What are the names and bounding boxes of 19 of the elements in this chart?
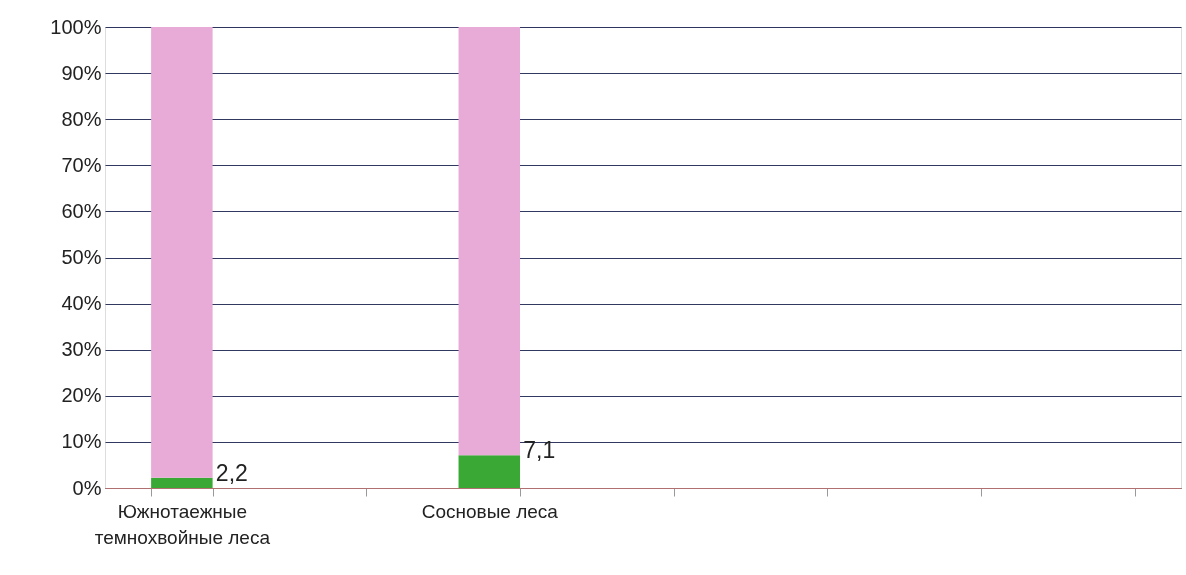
- y-tick-label: 70%: [61, 153, 102, 176]
- y-tick-label: 100%: [50, 15, 102, 38]
- bar: [151, 27, 213, 478]
- x-tick-label: Южнотаежные темнохвойные леса: [94, 500, 271, 548]
- y-tick-label: 80%: [61, 107, 102, 130]
- y-tick-label: 0%: [72, 476, 102, 499]
- data-label: 2,2: [215, 459, 248, 486]
- y-tick-label: 50%: [61, 246, 102, 268]
- y-tick-label: 30%: [61, 338, 102, 361]
- data-label: 7,1: [523, 437, 556, 464]
- y-tick-label: 40%: [61, 292, 102, 315]
- bar: [458, 455, 521, 488]
- x-tick-label: Сосновые леса: [421, 500, 559, 522]
- bar: [458, 27, 521, 456]
- bar: [151, 477, 213, 488]
- y-tick-label: 60%: [61, 199, 102, 222]
- y-tick-label: 10%: [61, 430, 102, 453]
- y-tick-label: 90%: [61, 61, 102, 84]
- y-tick-label: 20%: [61, 384, 102, 407]
